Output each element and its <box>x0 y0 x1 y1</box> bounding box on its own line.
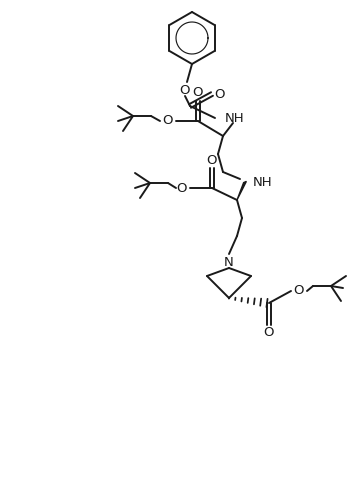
Text: O: O <box>163 114 173 128</box>
Polygon shape <box>237 181 246 200</box>
Text: O: O <box>180 83 190 97</box>
Text: N: N <box>224 255 234 269</box>
Text: O: O <box>264 326 274 340</box>
Text: O: O <box>294 284 304 297</box>
Text: NH: NH <box>253 176 273 188</box>
Text: O: O <box>193 86 203 100</box>
Text: NH: NH <box>225 111 245 125</box>
Text: O: O <box>177 181 187 195</box>
Text: O: O <box>215 87 225 101</box>
Text: O: O <box>207 153 217 167</box>
